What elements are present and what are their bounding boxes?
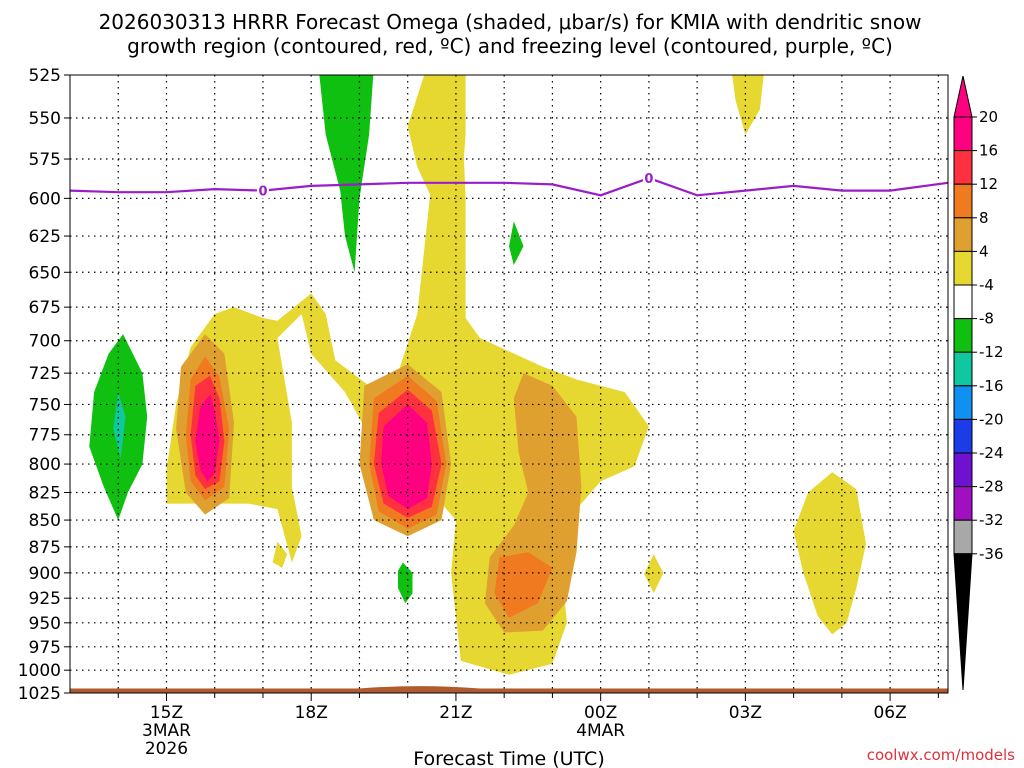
freezing-level-label: 0 [258, 185, 267, 200]
colorbar-label: -36 [979, 545, 1004, 563]
x-tick-label: 18Z [295, 703, 328, 723]
omega-region [494, 552, 553, 618]
omega-region [113, 392, 126, 459]
colorbar-label: -28 [979, 478, 1004, 496]
y-tick-label: 725 [29, 364, 61, 384]
y-tick-label: 675 [29, 298, 61, 318]
y-tick-label: 875 [29, 538, 61, 558]
x-tick-label: 06Z [873, 703, 906, 723]
y-tick-label: 1000 [18, 661, 61, 681]
colorbar-label: -16 [979, 377, 1004, 395]
colorbar-segment [953, 116, 973, 152]
colorbar-segment [953, 284, 973, 320]
omega-region [381, 404, 432, 510]
freezing-label-bg [642, 170, 655, 187]
y-tick-label: 750 [29, 395, 61, 415]
ground-layer [70, 686, 948, 693]
colorbar-segment [953, 452, 973, 488]
freezing-level-label: 0 [644, 172, 653, 187]
omega-region [272, 541, 288, 568]
x-axis-label: Forecast Time (UTC) [413, 748, 604, 768]
credit-text: coolwx.com/models [867, 746, 1015, 764]
y-axis: 525 550 575 600 625 650 675 700 725 750 775 800 825 8… [18, 66, 70, 704]
x-tick-label: 15Z [150, 703, 183, 723]
colorbar-label: 4 [979, 242, 989, 260]
colorbar: 20 16 12 8 4 -4 -8 -12 -16 -20 -24 -28 -32 -36 [953, 75, 1004, 691]
x-tick-label: 00Z [584, 703, 617, 723]
x-tick-label: 21Z [439, 703, 472, 723]
colorbar-label: -4 [979, 276, 994, 294]
x-tick-date: 3MAR [142, 721, 191, 741]
omega-region [644, 554, 664, 594]
colorbar-top-arrow [953, 75, 973, 118]
omega-region [732, 75, 764, 135]
x-tick-date: 4MAR [576, 721, 625, 741]
omega-region [793, 472, 866, 635]
colorbar-segment [953, 418, 973, 454]
colorbar-label: 12 [979, 175, 998, 193]
y-tick-label: 650 [29, 263, 61, 283]
colorbar-segment [953, 217, 973, 252]
y-tick-label: 800 [29, 455, 61, 475]
colorbar-bottom-arrow [953, 553, 973, 691]
colorbar-label: -12 [979, 343, 1004, 361]
y-tick-label: 975 [29, 638, 61, 658]
y-tick-label: 900 [29, 564, 61, 584]
colorbar-label: 8 [979, 209, 989, 227]
y-tick-label: 1025 [18, 684, 61, 704]
y-tick-label: 575 [29, 150, 61, 170]
colorbar-label: -20 [979, 410, 1004, 428]
omega-region [407, 75, 466, 199]
colorbar-segment [953, 250, 973, 286]
ground-band [70, 688, 948, 693]
chart-title-line2: growth region (contoured, red, ºC) and f… [127, 34, 893, 58]
colorbar-label: -32 [979, 511, 1004, 529]
x-tick-year: 2026 [145, 739, 188, 759]
y-tick-label: 550 [29, 109, 61, 129]
omega-region [319, 75, 374, 273]
ground-bump [359, 686, 481, 689]
colorbar-segment [953, 183, 973, 219]
omega-region [509, 221, 524, 266]
colorbar-label: 20 [979, 108, 998, 126]
y-tick-label: 950 [29, 614, 61, 634]
plot-frame [69, 74, 949, 694]
y-tick-label: 850 [29, 511, 61, 531]
y-tick-label: 775 [29, 426, 61, 446]
y-tick-label: 625 [29, 227, 61, 247]
y-tick-label: 925 [29, 589, 61, 609]
x-tick-label: 03Z [729, 703, 762, 723]
colorbar-segment [953, 318, 973, 353]
colorbar-label: 16 [979, 142, 998, 160]
omega-region [195, 394, 220, 482]
colorbar-segment [953, 519, 973, 555]
colorbar-segment [953, 486, 973, 521]
freezing-label-bg [256, 182, 269, 199]
colorbar-segment [953, 385, 973, 420]
y-tick-label: 825 [29, 483, 61, 503]
chart-title-line1: 2026030313 HRRR Forecast Omega (shaded, … [99, 10, 922, 34]
freezing-level-line [69, 176, 949, 197]
y-tick-label: 600 [29, 189, 61, 209]
colorbar-segment [953, 351, 973, 387]
colorbar-label: -8 [979, 310, 994, 328]
omega-shading [89, 75, 866, 675]
freezing-level-contour: 00 [69, 170, 949, 200]
colorbar-segment [953, 150, 973, 185]
omega-region [398, 562, 413, 604]
y-tick-label: 525 [29, 66, 61, 86]
colorbar-label: -24 [979, 444, 1004, 462]
y-tick-label: 700 [29, 332, 61, 352]
